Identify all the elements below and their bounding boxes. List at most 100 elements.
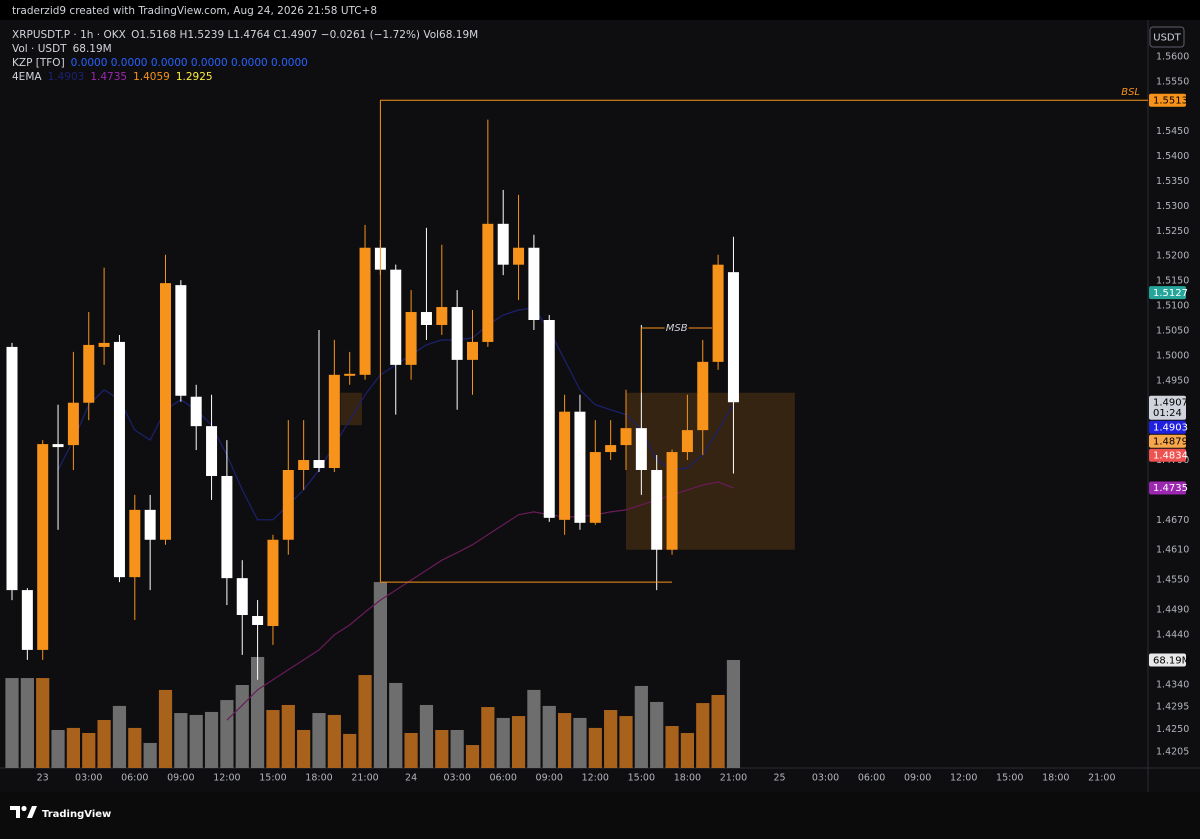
price-tag <box>1149 93 1186 107</box>
volume-bar <box>235 685 249 768</box>
candle-body <box>175 285 187 396</box>
ema-value: 1.4903 <box>48 71 85 83</box>
candle-body <box>144 509 156 540</box>
kzp-values: 0.0000 0.0000 0.0000 0.0000 0.0000 0.000… <box>71 57 308 69</box>
kzp-line: KZP [TFO] 0.0000 0.0000 0.0000 0.0000 0.0… <box>12 57 308 69</box>
y-tick-label: 1.5400 <box>1156 151 1189 162</box>
candle-body <box>113 341 125 578</box>
volume-bar <box>358 675 372 768</box>
footer <box>0 792 1200 839</box>
price-tag <box>1149 481 1186 495</box>
logo-mark <box>10 806 20 818</box>
candle-body <box>129 509 141 578</box>
ema-line <box>226 481 734 721</box>
volume-bar <box>327 714 341 768</box>
candle-body <box>190 396 202 427</box>
volume-bar <box>527 689 541 768</box>
candle-body <box>467 341 478 360</box>
volume-bar <box>619 716 633 768</box>
currency-button[interactable] <box>1149 26 1185 48</box>
volume-tag <box>1149 653 1186 667</box>
candle-body <box>727 272 739 403</box>
volume-bar <box>112 705 127 768</box>
candle-body <box>313 460 325 469</box>
candle-body <box>298 460 310 470</box>
y-tick-label: 1.4610 <box>1156 545 1189 556</box>
volume-bar <box>604 710 618 768</box>
candle-body <box>712 264 724 362</box>
y-tick-label: 1.5050 <box>1156 325 1189 336</box>
volume-bar <box>312 713 326 768</box>
candle-body <box>390 269 402 365</box>
candle-body <box>206 426 218 476</box>
price-tag <box>1149 286 1186 300</box>
volume-bar <box>51 729 65 768</box>
volume-bar <box>665 726 679 768</box>
kzp-title: KZP [TFO] <box>12 57 65 69</box>
x-tick-label: 06:00 <box>490 773 517 784</box>
x-tick-label: 18:00 <box>1042 773 1069 784</box>
y-tick-label: 1.4490 <box>1156 605 1189 616</box>
candle-body <box>359 247 371 375</box>
candle-body <box>252 616 264 625</box>
volume-bar <box>419 704 434 768</box>
candle-body <box>681 430 693 453</box>
bsl-label: BSL <box>1121 87 1140 98</box>
candle-body <box>328 374 340 469</box>
volume-bar <box>634 685 648 768</box>
candle-body <box>482 223 494 342</box>
volume-bar <box>511 716 526 768</box>
y-tick-label: 1.5200 <box>1156 251 1189 262</box>
volume-bar <box>82 732 96 768</box>
x-tick-label: 03:00 <box>443 773 470 784</box>
x-tick-label: 09:00 <box>904 773 931 784</box>
brand-logo <box>10 805 37 818</box>
x-tick-label: 12:00 <box>950 773 977 784</box>
currency-label[interactable]: USDT <box>1153 33 1181 44</box>
x-tick-label: 15:00 <box>628 773 655 784</box>
candle-body <box>405 312 417 365</box>
msb-label: MSB <box>666 323 688 334</box>
price-tag-label: 1.4907 <box>1153 398 1188 409</box>
y-tick-label: 1.4440 <box>1156 629 1189 640</box>
candle-body <box>574 411 586 523</box>
logo-dot <box>21 805 27 812</box>
x-tick-label: 21:00 <box>720 773 747 784</box>
symbol-line: XRPUSDT.P · 1h · OKX O1.5168 H1.5239 L1.4… <box>12 29 478 41</box>
price-tag-label: 1.4879 <box>1153 437 1188 448</box>
price-tag <box>1149 395 1186 420</box>
volume-bar <box>696 703 710 768</box>
plot-area: BSL MSB <box>5 87 1148 768</box>
ema-value: 1.2925 <box>176 71 213 83</box>
x-tick-label: 12:00 <box>213 773 240 784</box>
y-tick-label: 1.4205 <box>1156 747 1189 758</box>
volume-title: Vol · USDT <box>12 43 67 55</box>
zone <box>340 392 362 426</box>
candle-body <box>52 444 64 448</box>
price-tag-label: 1.4903 <box>1153 423 1188 434</box>
volume-bar <box>174 713 188 768</box>
volume-bar <box>143 742 157 768</box>
price-tag-label: 1.5127 <box>1153 288 1188 299</box>
volume-bar <box>588 727 602 768</box>
x-tick-label: 23 <box>37 773 49 784</box>
volume-bar <box>650 701 664 768</box>
x-tick-label: 15:00 <box>259 773 286 784</box>
price-tag <box>1149 420 1186 434</box>
volume-bar <box>496 717 510 768</box>
x-tick-label: 09:00 <box>536 773 563 784</box>
candle-body <box>497 223 509 265</box>
candle-body <box>528 247 540 321</box>
x-tick-label: 06:00 <box>858 773 885 784</box>
candle-body <box>543 320 555 518</box>
brand-name: TradingView <box>42 809 111 820</box>
candle-body <box>666 452 678 550</box>
x-tick-label: 25 <box>773 773 785 784</box>
ohlc: O1.5168 H1.5239 L1.4764 C1.4907 −0.0261 … <box>131 29 478 41</box>
candle-body <box>98 342 110 347</box>
candle-body <box>697 361 709 431</box>
volume-bar <box>97 720 111 768</box>
candle-body <box>282 469 294 540</box>
axes: 1.5600 1.5550 1.5450 1.5400 1.5350 1.5300 1.52… <box>37 51 1191 783</box>
y-tick-label: 1.5250 <box>1156 226 1189 237</box>
